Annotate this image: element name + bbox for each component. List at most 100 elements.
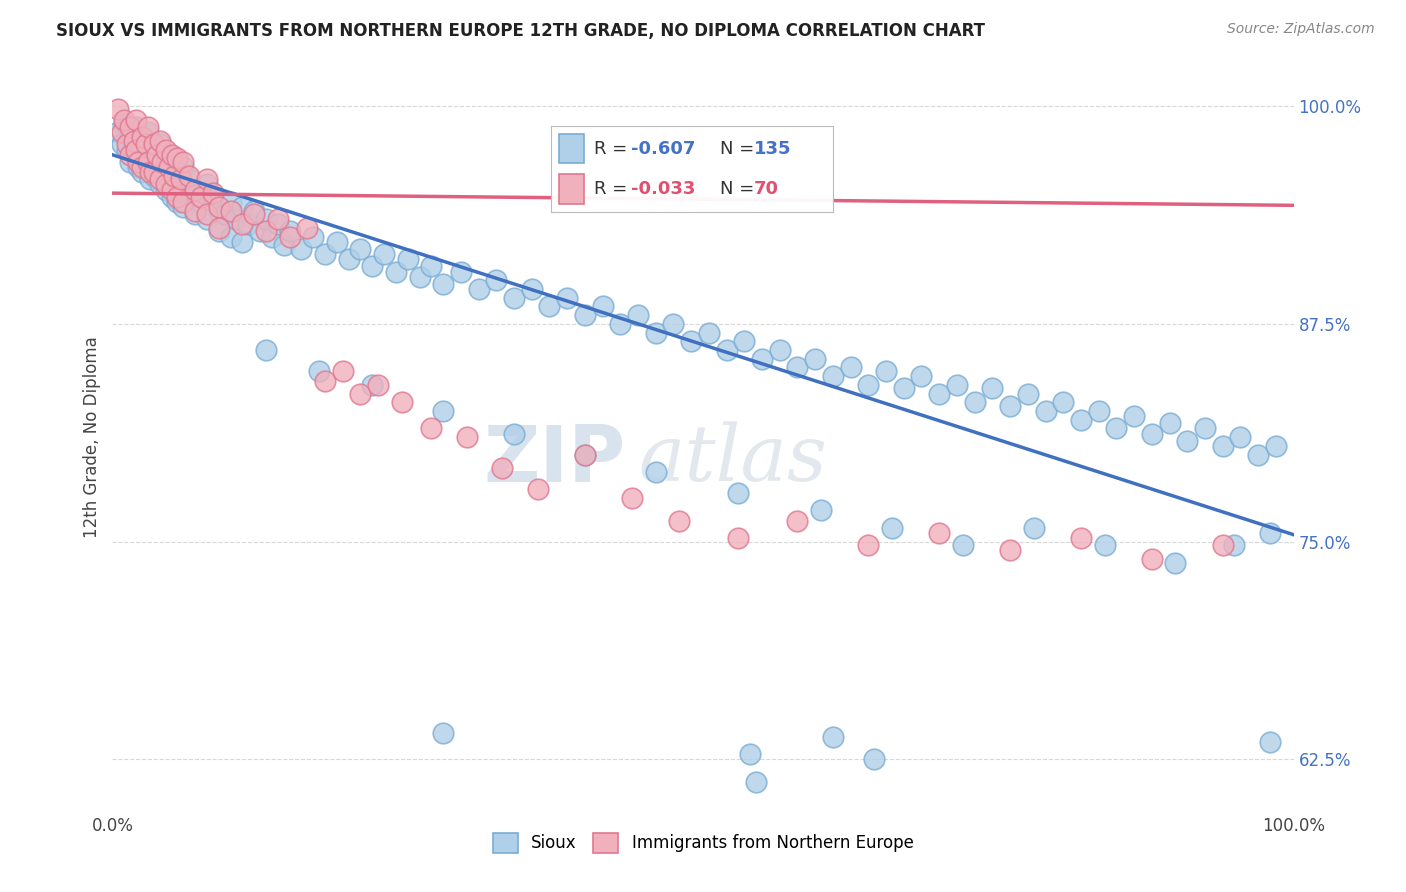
Point — [172, 200, 194, 214]
Text: R =: R = — [595, 180, 633, 198]
Point — [1017, 386, 1039, 401]
Point — [149, 137, 172, 152]
Point — [1212, 439, 1234, 453]
Point — [254, 212, 277, 227]
Point — [367, 377, 389, 392]
Text: ZIP: ZIP — [484, 422, 626, 498]
Point — [332, 364, 354, 378]
Point — [1123, 409, 1146, 424]
Point — [308, 364, 330, 378]
Point — [125, 151, 148, 165]
Point — [136, 160, 159, 174]
Point — [1212, 538, 1234, 552]
Point — [1022, 521, 1045, 535]
Point — [231, 200, 253, 214]
Point — [122, 143, 145, 157]
Point — [981, 381, 1004, 395]
Point — [998, 543, 1021, 558]
Point — [893, 381, 915, 395]
Point — [733, 334, 755, 349]
Point — [225, 212, 247, 227]
Point — [538, 299, 561, 313]
Point — [139, 165, 162, 179]
Point — [745, 775, 768, 789]
Point — [450, 264, 472, 278]
Point — [928, 386, 950, 401]
Point — [391, 395, 413, 409]
Point — [1105, 421, 1128, 435]
Point — [349, 386, 371, 401]
Point — [1247, 448, 1270, 462]
Point — [149, 178, 172, 192]
Point — [621, 491, 644, 505]
Point — [681, 334, 703, 349]
Point — [456, 430, 478, 444]
Point — [155, 183, 177, 197]
Point — [875, 364, 897, 378]
Point — [195, 178, 218, 192]
Text: Source: ZipAtlas.com: Source: ZipAtlas.com — [1227, 22, 1375, 37]
Point — [115, 137, 138, 152]
Point — [201, 186, 224, 201]
Point — [810, 503, 832, 517]
Point — [160, 183, 183, 197]
Point — [107, 125, 129, 139]
Point — [214, 207, 236, 221]
Point — [880, 521, 903, 535]
Point — [592, 299, 614, 313]
Point — [485, 273, 508, 287]
Point — [243, 203, 266, 218]
Point — [219, 203, 242, 218]
Point — [786, 514, 808, 528]
Text: SIOUX VS IMMIGRANTS FROM NORTHERN EUROPE 12TH GRADE, NO DIPLOMA CORRELATION CHAR: SIOUX VS IMMIGRANTS FROM NORTHERN EUROPE… — [56, 22, 986, 40]
Point — [432, 277, 454, 291]
Point — [146, 154, 169, 169]
Point — [125, 120, 148, 134]
Point — [125, 112, 148, 127]
Point — [170, 172, 193, 186]
Point — [361, 377, 384, 392]
Point — [396, 252, 419, 267]
Point — [326, 235, 349, 249]
Point — [219, 229, 242, 244]
Point — [163, 169, 186, 183]
Point — [160, 148, 183, 162]
Point — [131, 160, 153, 174]
Point — [208, 200, 231, 214]
Point — [349, 242, 371, 256]
Point — [910, 369, 932, 384]
Point — [952, 538, 974, 552]
Point — [231, 235, 253, 249]
Point — [385, 264, 408, 278]
Point — [184, 207, 207, 221]
Point — [574, 448, 596, 462]
Point — [136, 120, 159, 134]
Point — [142, 137, 165, 152]
Point — [127, 160, 149, 174]
Point — [131, 137, 153, 152]
Point — [166, 194, 188, 209]
Point — [432, 726, 454, 740]
Point — [420, 260, 443, 274]
Point — [574, 448, 596, 462]
Point — [574, 308, 596, 322]
Point — [142, 143, 165, 157]
Point — [166, 151, 188, 165]
Point — [238, 218, 260, 232]
Point — [136, 125, 159, 139]
Point — [243, 207, 266, 221]
Point — [179, 172, 201, 186]
Point — [1258, 735, 1281, 749]
Text: -0.607: -0.607 — [631, 139, 696, 158]
Point — [716, 343, 738, 357]
Point — [149, 172, 172, 186]
Point — [172, 160, 194, 174]
Point — [184, 186, 207, 201]
Text: 135: 135 — [754, 139, 792, 158]
Point — [278, 224, 301, 238]
Text: N =: N = — [720, 139, 761, 158]
Point — [821, 369, 844, 384]
Point — [155, 143, 177, 157]
Point — [1194, 421, 1216, 435]
Point — [373, 247, 395, 261]
